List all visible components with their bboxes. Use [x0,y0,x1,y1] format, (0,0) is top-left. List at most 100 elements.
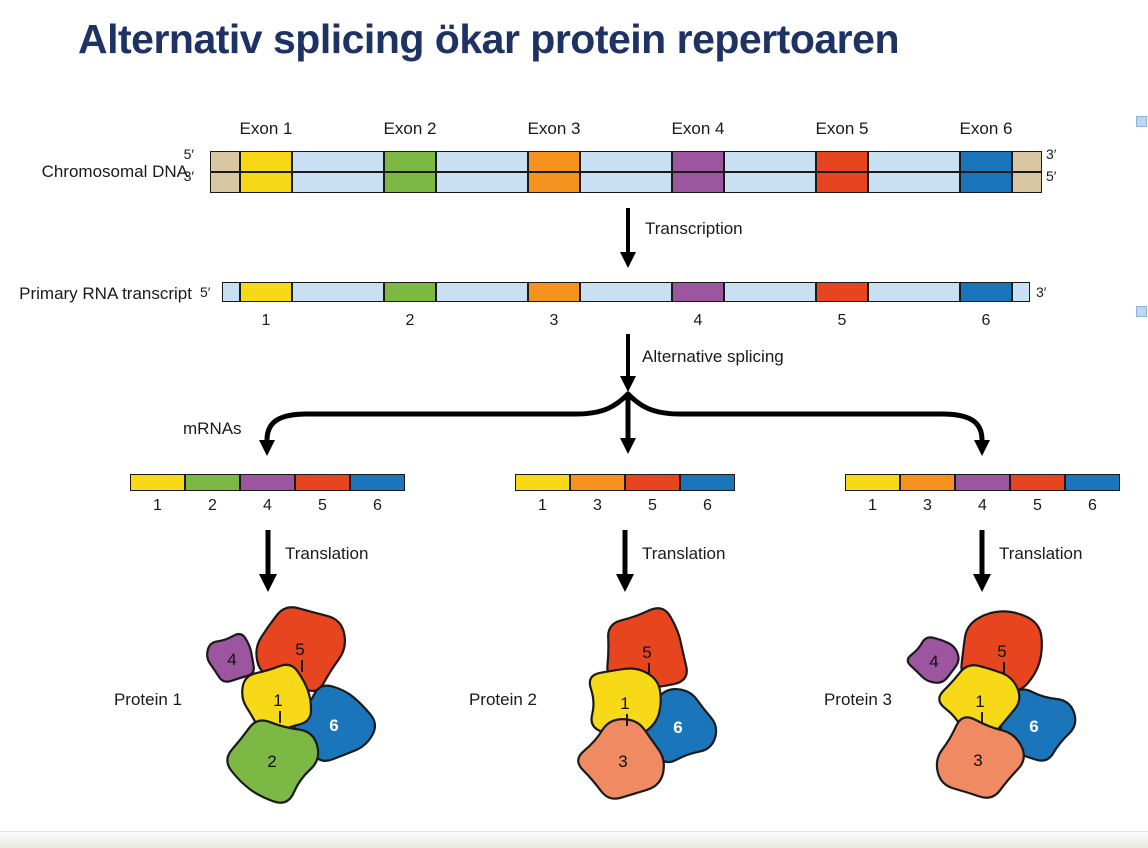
mrna3-exon-3 [900,474,955,491]
rna-segment-purple [672,282,724,302]
translation-arrow-1 [259,530,277,592]
rna-exon-number: 4 [693,312,703,329]
dna-segment-orange [528,151,580,172]
rna-exon-number: 3 [549,312,559,329]
mrna1-exon-6 [350,474,405,491]
rna-segment-orange [528,282,580,302]
mrna-exon-number: 1 [868,497,877,514]
protein-lobe-3 [577,718,665,800]
dna-segment-purple [672,172,724,193]
dna-segment-intron [724,151,816,172]
protein-lobe-number: 5 [642,643,651,662]
mrna2-exon-3 [570,474,625,491]
dna-segment-red [816,172,868,193]
translation-arrow-2 [616,530,634,592]
protein-lobe-1 [241,663,313,737]
mrna3-exon-1 [845,474,900,491]
primary-rna-label: Primary RNA transcript [19,284,192,303]
protein-lobe-number: 2 [267,752,276,771]
protein-lobe-number: 1 [620,694,629,713]
exon-label: Exon 5 [815,119,869,138]
mrna-exon-number: 5 [648,497,657,514]
mrna-exon-number: 3 [923,497,932,514]
rna-exon-number: 5 [837,312,847,329]
transcription-arrow [620,208,636,268]
dna-segment-green [384,151,436,172]
dna-segment-green [384,172,436,193]
mrna-exon-number: 4 [263,497,272,514]
dna-segment-purple [672,151,724,172]
dna-segment-intron [292,172,384,193]
chromosomal-dna-label: Chromosomal DNA [41,162,188,181]
margin-marker [1136,306,1147,317]
dna-segment-tan [1012,172,1042,193]
dna-segment-intron [292,151,384,172]
rna-exon-number: 1 [261,312,271,329]
mrna2-exon-6 [680,474,735,491]
rna-segment-intron [292,282,384,302]
mrna3-exon-4 [955,474,1010,491]
protein-lobe-number: 4 [929,652,938,671]
mrna-exon-number: 6 [1088,497,1097,514]
protein-lobe-number: 5 [997,642,1006,661]
mrna-exon-number: 6 [373,497,382,514]
slide-title: Alternativ splicing ökar protein reperto… [78,16,899,62]
protein-lobe-number: 4 [227,650,236,669]
mrna1-exon-2 [185,474,240,491]
rna-segment-intron [868,282,960,302]
rna-segment-intron [1012,282,1030,302]
margin-marker [1136,116,1147,127]
alternative-splicing-arrow [620,334,636,392]
dna-left-3prime: 3′ [183,168,194,184]
protein-lobe-number: 6 [329,716,338,735]
mrna-exon-number: 4 [978,497,987,514]
dna-segment-intron [868,172,960,193]
dna-left-5prime: 5′ [183,146,194,162]
mrna-exon-number: 1 [153,497,162,514]
mrna2-exon-1 [515,474,570,491]
rna-exon-number: 2 [405,312,415,329]
exon-label: Exon 1 [239,119,293,138]
dna-segment-tan [210,151,240,172]
dna-segment-yellow [240,172,292,193]
dna-segment-intron [436,151,528,172]
protein-lobe-number: 1 [975,692,984,711]
rna-right-3prime: 3′ [1036,284,1047,300]
protein-lobe-4 [906,636,960,684]
protein-lobe-number: 5 [295,640,304,659]
protein-label: Protein 2 [468,690,537,709]
dna-segment-blue [960,151,1012,172]
protein-lobe-number: 6 [673,718,682,737]
protein-2-illustration: 5 6 1 3 [577,607,718,800]
protein-lobe-number: 6 [1029,717,1038,736]
protein-label: Protein 1 [113,690,182,709]
protein-lobe-number: 1 [273,691,282,710]
rna-exon-number: 6 [981,312,991,329]
dna-segment-yellow [240,151,292,172]
dna-right-5prime: 5′ [1046,168,1057,184]
transcription-label: Transcription [645,219,743,238]
mrna3-exon-5 [1010,474,1065,491]
dna-segment-intron [724,172,816,193]
mrnas-label: mRNAs [183,419,242,438]
exon-label: Exon 2 [383,119,437,138]
dna-segment-intron [580,172,672,193]
mrna2-exon-5 [625,474,680,491]
mrna3-exon-6 [1065,474,1120,491]
protein-label: Protein 3 [823,690,892,709]
dna-segment-red [816,151,868,172]
footer-strip [0,831,1148,848]
mrna-exon-number: 2 [208,497,217,514]
translation-label-2: Translation [642,544,726,563]
protein-lobe-3 [935,716,1025,799]
mrna1-exon-1 [130,474,185,491]
rna-left-5prime: 5′ [200,284,211,300]
rna-segment-intron [580,282,672,302]
splice-branch-arrows [259,391,990,456]
mrna-exon-number: 3 [593,497,602,514]
translation-label-3: Translation [999,544,1083,563]
dna-segment-blue [960,172,1012,193]
protein-1-illustration: 4 5 6 1 2 [206,606,377,804]
rna-segment-green [384,282,436,302]
